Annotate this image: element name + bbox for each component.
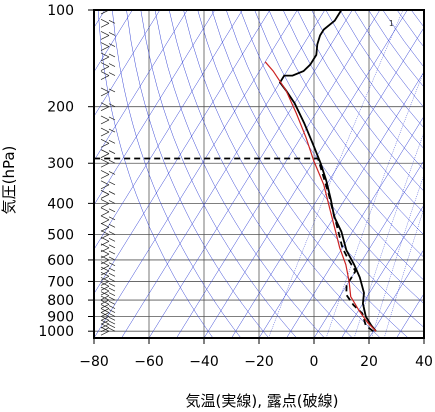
series-layer <box>94 10 377 332</box>
isotherm-line <box>341 204 424 338</box>
isotherm-line <box>258 71 424 338</box>
dry-adiabat-line <box>126 10 269 338</box>
wind-barb <box>100 223 116 232</box>
wind-barb <box>100 42 116 51</box>
x-tick-label: 20 <box>360 354 378 370</box>
reference-lines-layer <box>94 10 424 338</box>
x-tick-label: −60 <box>134 354 164 370</box>
dry-adiabat-line <box>297 10 424 192</box>
wind-barb <box>100 71 116 80</box>
wind-barb <box>100 230 116 239</box>
isotherm-line <box>94 10 133 73</box>
x-tick-label: 40 <box>415 354 433 370</box>
dry-adiabat-line <box>168 10 353 338</box>
series-line-1 <box>278 10 377 332</box>
wind-barb <box>100 180 116 190</box>
isotherm-line <box>94 10 161 117</box>
y-axis-title: 気圧(hPa) <box>0 146 18 215</box>
wind-barb <box>100 115 116 125</box>
dry-adiabat-line <box>254 10 424 258</box>
wind-barb <box>100 282 116 291</box>
wind-barb <box>100 286 116 296</box>
wind-barb <box>100 272 116 281</box>
y-tick-label: 900 <box>47 309 74 325</box>
y-tick-label: 300 <box>47 156 74 172</box>
y-tick-label: 600 <box>47 253 74 269</box>
dry-adiabat-line <box>97 10 214 338</box>
x-tick-label: −80 <box>79 354 109 370</box>
isotherm-line <box>176 10 381 338</box>
dry-adiabat-line <box>197 10 409 338</box>
mixing-ratio-line <box>268 10 404 338</box>
dry-adiabat-line <box>311 10 424 171</box>
x-axis-title: 気温(実線), 露点(破線) <box>186 392 339 410</box>
y-tick-label: 500 <box>47 228 74 244</box>
grid-layer <box>94 10 424 338</box>
wind-barb <box>100 127 116 137</box>
dry-adiabat-line <box>211 10 424 328</box>
isotherm-line <box>94 10 243 250</box>
isotherm-line <box>94 10 216 206</box>
dry-adiabat-line <box>325 10 424 150</box>
dry-adiabat-line <box>154 10 325 338</box>
isotherm-line <box>94 10 271 295</box>
isotherm-line <box>148 10 353 338</box>
wind-barb <box>100 138 116 148</box>
dry-adiabat-line <box>112 10 242 338</box>
wind-barb <box>100 158 116 168</box>
dry-adiabat-line <box>268 10 424 236</box>
wind-barbs-layer <box>100 10 116 336</box>
wind-barb <box>100 31 116 40</box>
isotherm-line <box>203 10 408 338</box>
wind-barb <box>100 277 116 286</box>
isotherm-line <box>94 10 188 162</box>
wind-barb <box>100 149 116 158</box>
y-tick-label: 200 <box>47 100 74 116</box>
wind-barb <box>100 255 116 265</box>
wind-barb <box>100 266 116 276</box>
wind-barb <box>100 207 116 217</box>
dry-adiabat-line <box>282 10 424 214</box>
mixing-ratio-line <box>325 70 424 338</box>
y-tick-label: 100 <box>47 3 74 19</box>
wind-barb <box>100 18 116 28</box>
wind-barb <box>100 62 116 71</box>
isotherm-line <box>368 248 424 338</box>
series-line-3 <box>264 61 377 332</box>
mixing-ratio-labels-layer: 15101520g <box>389 19 394 28</box>
wind-barb <box>100 199 116 208</box>
dry-adiabat-line <box>240 10 424 281</box>
mixing-ratio-line <box>353 131 424 338</box>
isotherm-line <box>313 160 424 338</box>
wind-barb <box>100 326 116 336</box>
wind-barb <box>100 291 116 300</box>
y-tick-label: 1000 <box>38 324 74 340</box>
isotherm-line <box>121 10 326 338</box>
y-tick-label: 700 <box>47 274 74 290</box>
wind-barb <box>100 295 116 305</box>
wind-barb <box>100 261 116 270</box>
x-tick-label: −20 <box>244 354 274 370</box>
wind-barb <box>100 170 116 179</box>
isotherm-line <box>94 10 298 338</box>
x-tick-label: 0 <box>310 354 319 370</box>
wind-barb <box>100 215 116 225</box>
y-tick-label: 400 <box>47 196 74 212</box>
x-tick-label: −40 <box>189 354 219 370</box>
dry-adiabat-line <box>183 10 381 338</box>
wind-barb <box>100 102 116 112</box>
dry-adiabat-line <box>225 10 424 305</box>
isotherm-line <box>231 27 424 338</box>
y-tick-label: 800 <box>47 293 74 309</box>
wind-barb <box>100 52 116 62</box>
wind-barb <box>100 87 116 97</box>
mixing-ratio-label: 1 <box>389 19 394 28</box>
wind-barb <box>100 190 116 199</box>
wind-barb <box>100 249 116 259</box>
x-ticks-layer: −80 −60 −40 −20 0 20 40 <box>79 338 433 370</box>
